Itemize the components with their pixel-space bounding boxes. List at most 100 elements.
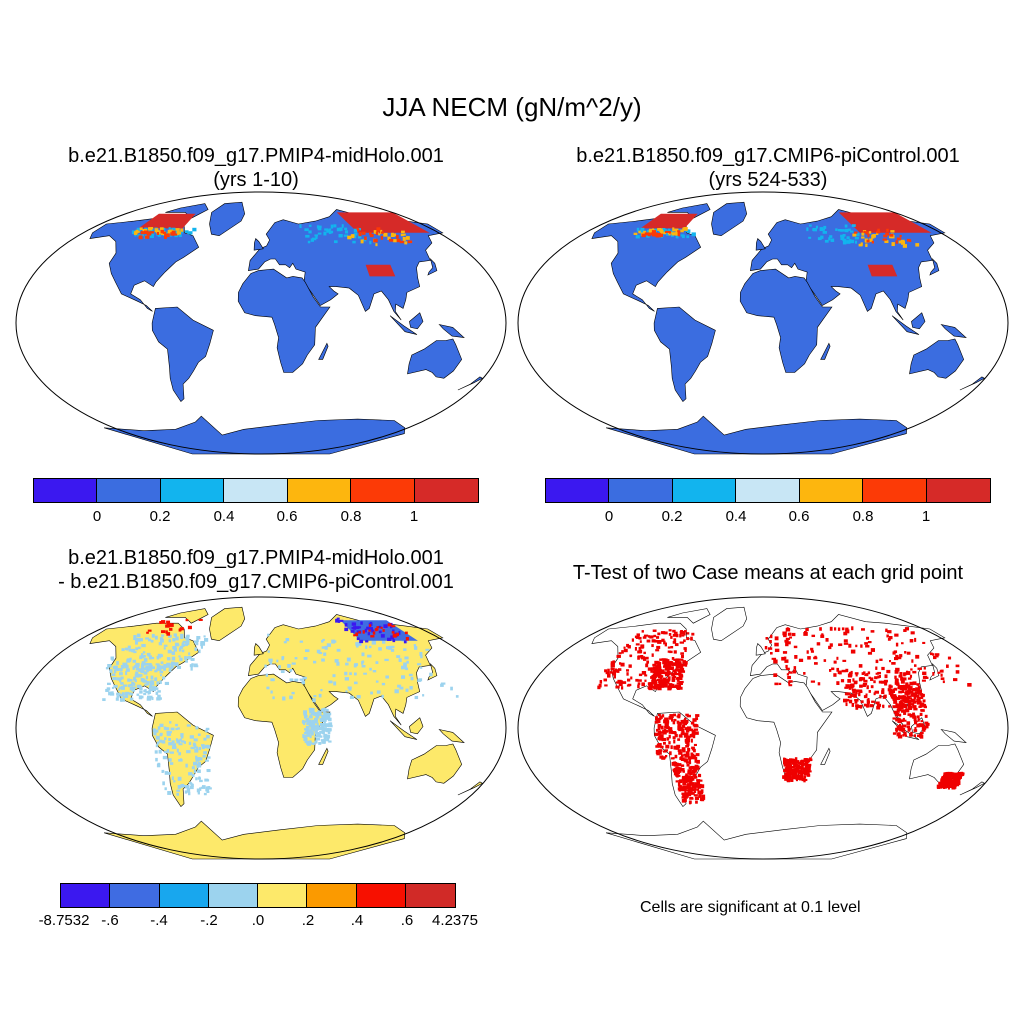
significant-cell [684,793,688,797]
diff-cell-pos [179,627,185,631]
significant-cell [864,673,868,677]
significant-cell [916,715,920,719]
significant-cell [962,772,965,775]
significant-cell [792,765,795,769]
significant-cell [946,664,949,668]
elevated-necm-cell [369,234,374,238]
moderate-necm-cell [353,234,357,239]
moderate-necm-cell [829,235,833,238]
diff-cell-neg [321,646,326,649]
diff-cell-neg [178,647,182,652]
diff-cell-pos [376,626,380,629]
elevated-necm-cell [668,232,671,236]
significant-cell [899,695,903,699]
diff-cell-neg [178,655,181,658]
land-australia [407,338,463,379]
diff-cell-neg [135,671,139,675]
moderate-necm-cell [830,238,835,242]
diff-cell-neg [356,644,359,648]
significant-cell [854,699,858,702]
elevated-necm-cell [677,230,681,234]
significant-cell [886,669,891,674]
significant-cell [920,723,924,728]
significant-cell [903,672,907,676]
diff-cell-neg [318,727,323,731]
significant-cell [850,649,856,654]
diff-cell-strong-neg [339,619,344,622]
significant-cell [875,666,878,670]
diff-cell-neg [321,658,325,662]
diff-cell-neg [134,673,140,678]
panel1-title-line1: b.e21.B1850.f09_g17.PMIP4-midHolo.001 [68,145,444,167]
diff-cell-neg [314,730,318,734]
diff-cell-neg [159,637,164,640]
diff-cell-neg [318,742,322,745]
significant-cell [785,775,788,779]
significant-cell [794,775,798,780]
elevated-necm-cell [175,228,180,231]
significant-cell [831,667,835,671]
moderate-necm-cell [329,230,334,234]
diff-cell-neg [156,741,160,745]
moderate-necm-cell [681,234,685,239]
significant-cell [851,688,856,692]
diff-cell-neg [381,694,384,699]
significant-cell [802,762,807,766]
significant-cell [678,788,682,792]
significant-cell [663,671,667,675]
diff-cell-neg [199,779,203,783]
significant-cell [882,680,887,684]
significant-cell [686,761,689,764]
significant-cell [821,633,824,638]
land-borneo [911,312,926,330]
diff-cell-neg [139,655,142,659]
diff-cell-neg [314,735,318,738]
diff-cell-neg [141,661,146,665]
diff-cell-neg [180,735,184,739]
significant-cell [912,712,915,715]
diff-cell-neg [419,666,423,669]
significant-cell [681,675,684,678]
diff-cell-neg [316,733,321,737]
significant-cell [905,690,909,694]
diff-cell-neg [120,685,125,690]
diff-cell-neg [147,695,150,699]
significant-cell [660,731,665,734]
significant-cell [687,735,692,738]
significant-cell [689,779,693,783]
land-africa [237,268,331,373]
diff-cell-pos [374,628,379,631]
elevated-necm-cell [406,236,410,240]
elevated-necm-cell [375,243,378,247]
moderate-necm-cell [336,227,342,232]
moderate-necm-cell [854,237,859,240]
diff-cell-neg [177,776,182,781]
significant-cell [904,677,907,681]
significant-cell [654,683,657,687]
significant-cell [808,770,812,773]
significant-cell [678,767,682,772]
significant-cell [896,718,902,721]
diff-cell-neg [391,645,395,649]
moderate-necm-cell [168,227,171,230]
significant-cell [609,671,613,674]
significant-cell [900,680,905,684]
significant-cell [674,754,678,759]
diff-cell-neg [285,638,290,642]
diff-cell-neg [289,695,293,700]
moderate-necm-cell [808,236,812,239]
significant-cell [914,720,918,725]
elevated-necm-cell [380,231,385,234]
significant-cell [656,664,661,668]
significant-cell [682,781,687,786]
diff-cell-neg [143,658,148,662]
elevated-necm-cell [899,234,902,238]
significant-cell [610,661,615,666]
significant-cell [667,667,671,670]
elevated-necm-cell [858,243,863,247]
significant-cell [899,713,902,717]
significant-cell [902,734,905,737]
significant-cell [674,733,678,738]
moderate-necm-cell [326,229,330,233]
significant-cell [694,764,699,768]
